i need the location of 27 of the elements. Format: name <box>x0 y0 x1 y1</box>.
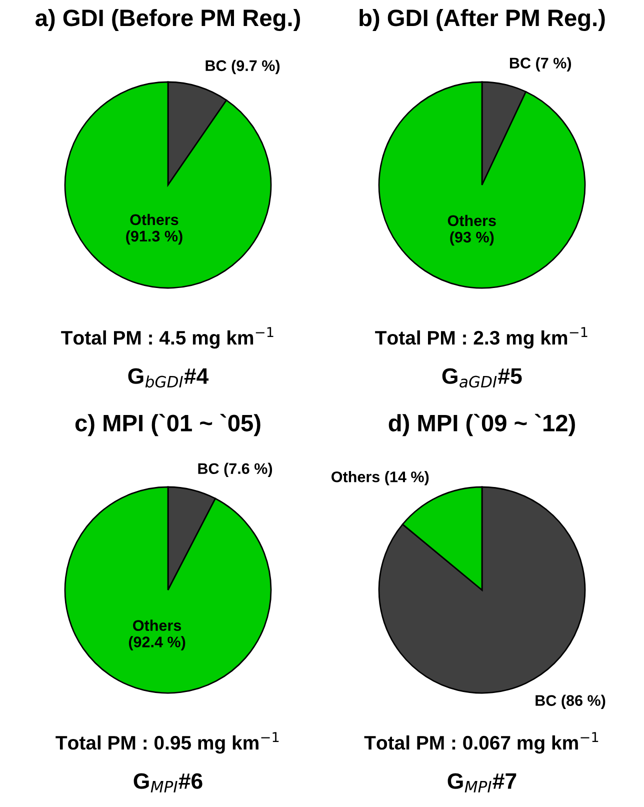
slice-label: BC (7.6 %) <box>198 462 272 478</box>
pie-slice <box>64 81 272 289</box>
slice-label: BC (9.7 %) <box>206 60 280 74</box>
pie-slice <box>378 81 586 289</box>
pie-slice <box>64 486 272 694</box>
text: G$_{MPI}$#6 <box>134 773 202 792</box>
text: G$_{bGDI}$#4 <box>128 368 209 388</box>
text: Total PM : 0.067 mg km$^{−1}$ <box>364 732 598 754</box>
chart-title: c) MPI (`01 ~ `05) <box>75 414 260 436</box>
slice-label: BC (86 %) <box>536 694 606 709</box>
slice-label: Others (14 %) <box>332 471 429 486</box>
text: G$_{aGDI}$#5 <box>442 368 522 388</box>
text: Total PM : 2.3 mg km$^{−1}$ <box>375 327 588 349</box>
slice-label: BC (7 %) <box>510 57 572 72</box>
chart-title: d) MPI (`09 ~ `12) <box>388 414 575 436</box>
text: G$_{MPI}$#7 <box>448 773 516 792</box>
text: Total PM : 0.95 mg km$^{−1}$ <box>56 732 279 754</box>
chart-title: b) GDI (After PM Reg.) <box>360 8 605 32</box>
pie-slice <box>378 486 586 694</box>
slice-label: Others <box>448 214 496 226</box>
text: Total PM : 4.5 mg km$^{−1}$ <box>61 327 274 349</box>
data-label: (92.4 %) <box>128 636 186 650</box>
slice-label: Others <box>133 620 182 631</box>
data-label: (91.3 %) <box>126 230 182 245</box>
slice-label: Others <box>130 214 178 226</box>
chart-title: a) GDI (Before PM Reg.) <box>36 8 300 32</box>
data-label: (93 %) <box>450 231 494 246</box>
